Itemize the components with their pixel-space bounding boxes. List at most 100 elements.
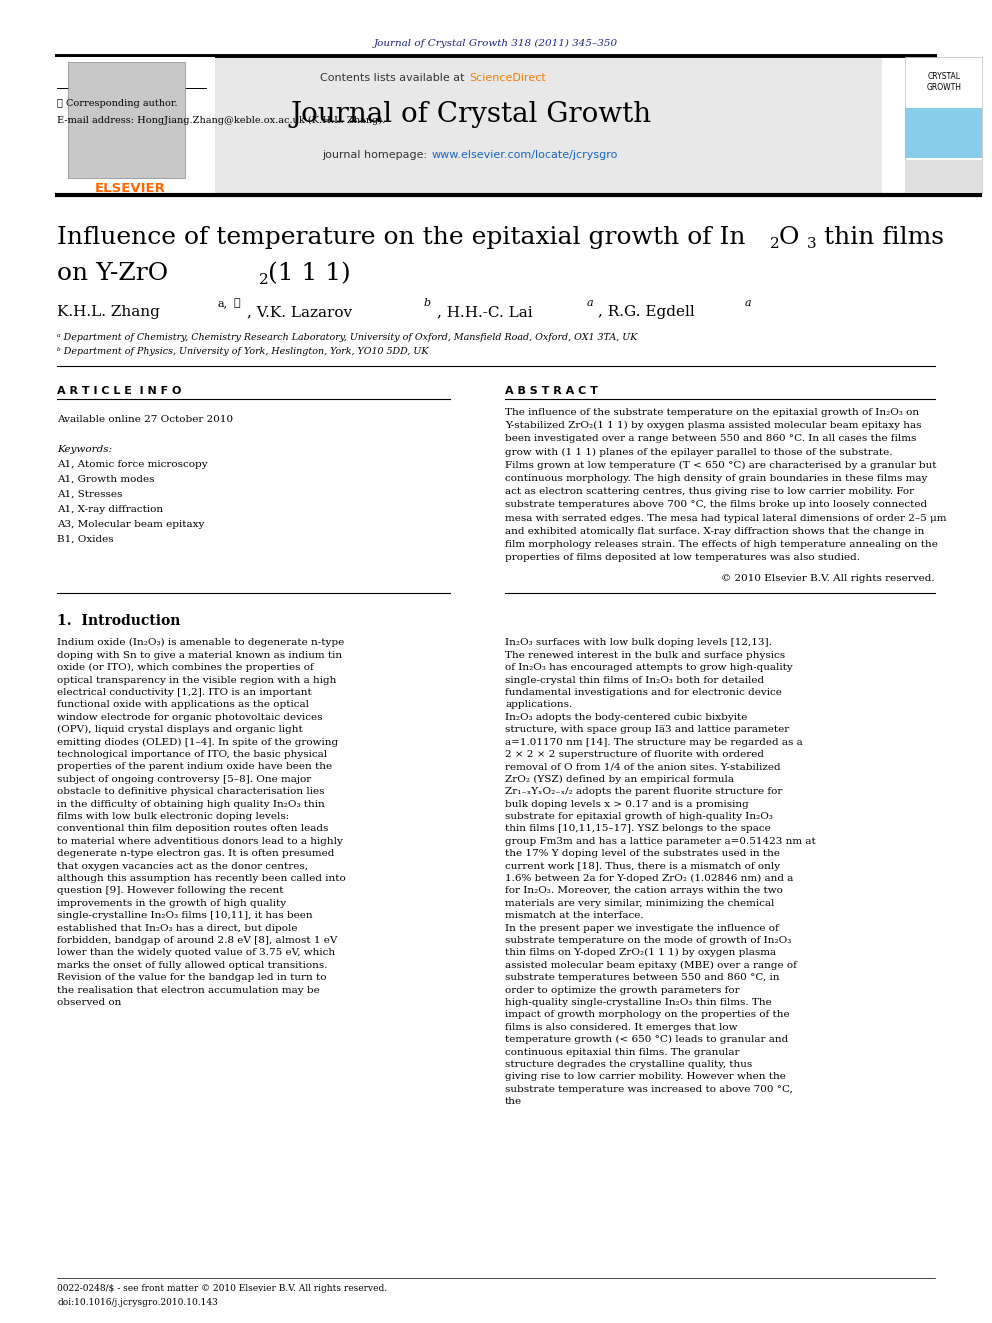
Text: ELSEVIER: ELSEVIER [94, 183, 166, 196]
Text: bulk doping levels x > 0.17 and is a promising: bulk doping levels x > 0.17 and is a pro… [505, 799, 749, 808]
Text: Journal of Crystal Growth 318 (2011) 345–350: Journal of Crystal Growth 318 (2011) 345… [374, 38, 618, 48]
Text: the: the [505, 1097, 522, 1106]
Text: 1.  Introduction: 1. Introduction [57, 614, 181, 628]
Text: substrate temperature was increased to above 700 °C,: substrate temperature was increased to a… [505, 1085, 793, 1094]
Text: (1 1 1): (1 1 1) [268, 262, 351, 284]
Text: Films grown at low temperature (T < 650 °C) are characterised by a granular but: Films grown at low temperature (T < 650 … [505, 460, 936, 470]
Text: B1, Oxides: B1, Oxides [57, 534, 114, 544]
Bar [905, 108, 982, 157]
Text: Journal of Crystal Growth: Journal of Crystal Growth [291, 102, 652, 128]
Text: window electrode for organic photovoltaic devices: window electrode for organic photovoltai… [57, 713, 322, 722]
Text: thin films: thin films [816, 226, 944, 249]
Text: Keywords:: Keywords: [57, 445, 112, 454]
Text: Y-stabilized ZrO₂(1 1 1) by oxygen plasma assisted molecular beam epitaxy has: Y-stabilized ZrO₂(1 1 1) by oxygen plasm… [505, 421, 922, 430]
Text: In₂O₃ adopts the body-centered cubic bixbyite: In₂O₃ adopts the body-centered cubic bix… [505, 713, 747, 722]
Text: lower than the widely quoted value of 3.75 eV, which: lower than the widely quoted value of 3.… [57, 949, 335, 958]
Bar [905, 57, 982, 193]
Text: A1, Atomic force microscopy: A1, Atomic force microscopy [57, 460, 207, 468]
Text: ScienceDirect: ScienceDirect [469, 73, 546, 83]
Text: The renewed interest in the bulk and surface physics: The renewed interest in the bulk and sur… [505, 651, 785, 660]
Text: degenerate n-type electron gas. It is often presumed: degenerate n-type electron gas. It is of… [57, 849, 334, 859]
Text: A1, Stresses: A1, Stresses [57, 490, 122, 499]
Text: film morphology releases strain. The effects of high temperature annealing on th: film morphology releases strain. The eff… [505, 540, 937, 549]
Text: optical transparency in the visible region with a high: optical transparency in the visible regi… [57, 676, 336, 684]
Text: of In₂O₃ has encouraged attempts to grow high-quality: of In₂O₃ has encouraged attempts to grow… [505, 663, 793, 672]
Text: O: O [779, 226, 800, 249]
Text: grow with (1 1 1) planes of the epilayer parallel to those of the substrate.: grow with (1 1 1) planes of the epilayer… [505, 447, 893, 456]
Text: structure degrades the crystalline quality, thus: structure degrades the crystalline quali… [505, 1060, 752, 1069]
Text: Contents lists available at: Contents lists available at [320, 73, 468, 83]
Text: A B S T R A C T: A B S T R A C T [505, 386, 598, 396]
Text: structure, with space group Ia̅3 and lattice parameter: structure, with space group Ia̅3 and lat… [505, 725, 790, 734]
Text: and exhibited atomically flat surface. X-ray diffraction shows that the change i: and exhibited atomically flat surface. X… [505, 527, 925, 536]
Text: fundamental investigations and for electronic device: fundamental investigations and for elect… [505, 688, 782, 697]
Text: ⋆: ⋆ [233, 298, 240, 308]
Text: journal homepage:: journal homepage: [322, 149, 431, 160]
Text: , R.G. Egdell: , R.G. Egdell [598, 306, 694, 319]
Text: established that In₂O₃ has a direct, but dipole: established that In₂O₃ has a direct, but… [57, 923, 298, 933]
Bar [55, 57, 215, 193]
Text: subject of ongoing controversy [5–8]. One major: subject of ongoing controversy [5–8]. On… [57, 775, 311, 783]
Text: ⋆ Corresponding author.: ⋆ Corresponding author. [57, 99, 178, 108]
Text: on Y-ZrO: on Y-ZrO [57, 262, 168, 284]
Text: technological importance of ITO, the basic physical: technological importance of ITO, the bas… [57, 750, 327, 759]
Text: conventional thin film deposition routes often leads: conventional thin film deposition routes… [57, 824, 328, 833]
Text: Indium oxide (In₂O₃) is amenable to degenerate n-type: Indium oxide (In₂O₃) is amenable to dege… [57, 638, 344, 647]
Text: to material where adventitious donors lead to a highly: to material where adventitious donors le… [57, 837, 343, 845]
Text: single-crystalline In₂O₃ films [10,11], it has been: single-crystalline In₂O₃ films [10,11], … [57, 912, 312, 921]
Text: current work [18]. Thus, there is a mismatch of only: current work [18]. Thus, there is a mism… [505, 861, 780, 871]
Text: order to optimize the growth parameters for: order to optimize the growth parameters … [505, 986, 740, 995]
Text: a,: a, [217, 298, 227, 308]
Text: marks the onset of fully allowed optical transitions.: marks the onset of fully allowed optical… [57, 960, 327, 970]
Text: , V.K. Lazarov: , V.K. Lazarov [247, 306, 352, 319]
Text: A R T I C L E  I N F O: A R T I C L E I N F O [57, 386, 182, 396]
Text: materials are very similar, minimizing the chemical: materials are very similar, minimizing t… [505, 898, 775, 908]
Text: applications.: applications. [505, 700, 572, 709]
Text: A1, Growth modes: A1, Growth modes [57, 475, 155, 484]
Text: © 2010 Elsevier B.V. All rights reserved.: © 2010 Elsevier B.V. All rights reserved… [721, 574, 935, 583]
Text: temperature growth (< 650 °C) leads to granular and: temperature growth (< 650 °C) leads to g… [505, 1035, 789, 1044]
Text: Influence of temperature on the epitaxial growth of In: Influence of temperature on the epitaxia… [57, 226, 746, 249]
Text: The influence of the substrate temperature on the epitaxial growth of In₂O₃ on: The influence of the substrate temperatu… [505, 407, 920, 417]
Text: continuous epitaxial thin films. The granular: continuous epitaxial thin films. The gra… [505, 1048, 739, 1057]
Text: a: a [745, 298, 752, 308]
Text: impact of growth morphology on the properties of the: impact of growth morphology on the prope… [505, 1011, 790, 1020]
Text: (OPV), liquid crystal displays and organic light: (OPV), liquid crystal displays and organ… [57, 725, 303, 734]
Text: 2 × 2 × 2 superstructure of fluorite with ordered: 2 × 2 × 2 superstructure of fluorite wit… [505, 750, 764, 759]
Text: obstacle to definitive physical characterisation lies: obstacle to definitive physical characte… [57, 787, 324, 796]
Bar [905, 160, 982, 193]
Text: high-quality single-crystalline In₂O₃ thin films. The: high-quality single-crystalline In₂O₃ th… [505, 998, 772, 1007]
Text: removal of O from 1/4 of the anion sites. Y-stabilized: removal of O from 1/4 of the anion sites… [505, 762, 781, 771]
Text: a=1.01170 nm [14]. The structure may be regarded as a: a=1.01170 nm [14]. The structure may be … [505, 738, 803, 746]
Text: although this assumption has recently been called into: although this assumption has recently be… [57, 875, 346, 882]
Text: ᵃ Department of Chemistry, Chemistry Research Laboratory, University of Oxford, : ᵃ Department of Chemistry, Chemistry Res… [57, 333, 638, 343]
Text: a: a [587, 298, 593, 308]
Text: substrate temperatures above 700 °C, the films broke up into loosely connected: substrate temperatures above 700 °C, the… [505, 500, 928, 509]
Text: group Fm3m and has a lattice parameter a=0.51423 nm at: group Fm3m and has a lattice parameter a… [505, 837, 815, 845]
Text: question [9]. However following the recent: question [9]. However following the rece… [57, 886, 284, 896]
Text: , H.H.-C. Lai: , H.H.-C. Lai [437, 306, 533, 319]
Bar [68, 62, 185, 179]
Text: Zr₁₋ₓYₓO₂₋ₓ/₂ adopts the parent fluorite structure for: Zr₁₋ₓYₓO₂₋ₓ/₂ adopts the parent fluorite… [505, 787, 783, 796]
Text: the 17% Y doping level of the substrates used in the: the 17% Y doping level of the substrates… [505, 849, 780, 859]
Text: films is also considered. It emerges that low: films is also considered. It emerges tha… [505, 1023, 737, 1032]
Text: www.elsevier.com/locate/jcrysgro: www.elsevier.com/locate/jcrysgro [432, 149, 618, 160]
Text: doping with Sn to give a material known as indium tin: doping with Sn to give a material known … [57, 651, 342, 660]
Text: been investigated over a range between 550 and 860 °C. In all cases the films: been investigated over a range between 5… [505, 434, 917, 443]
Text: continuous morphology. The high density of grain boundaries in these films may: continuous morphology. The high density … [505, 474, 928, 483]
Text: improvements in the growth of high quality: improvements in the growth of high quali… [57, 898, 286, 908]
Bar [55, 57, 882, 193]
Text: thin films [10,11,15–17]. YSZ belongs to the space: thin films [10,11,15–17]. YSZ belongs to… [505, 824, 771, 833]
Text: Revision of the value for the bandgap led in turn to: Revision of the value for the bandgap le… [57, 974, 326, 982]
Text: single-crystal thin films of In₂O₃ both for detailed: single-crystal thin films of In₂O₃ both … [505, 676, 764, 684]
Text: doi:10.1016/j.jcrysgro.2010.10.143: doi:10.1016/j.jcrysgro.2010.10.143 [57, 1298, 218, 1307]
Text: 2: 2 [770, 238, 780, 251]
Text: forbidden, bandgap of around 2.8 eV [8], almost 1 eV: forbidden, bandgap of around 2.8 eV [8],… [57, 935, 337, 945]
Text: A3, Molecular beam epitaxy: A3, Molecular beam epitaxy [57, 520, 204, 529]
Text: mismatch at the interface.: mismatch at the interface. [505, 912, 644, 921]
Text: 0022-0248/$ - see front matter © 2010 Elsevier B.V. All rights reserved.: 0022-0248/$ - see front matter © 2010 El… [57, 1285, 387, 1293]
Text: the realisation that electron accumulation may be: the realisation that electron accumulati… [57, 986, 319, 995]
Text: b: b [424, 298, 432, 308]
Text: functional oxide with applications as the optical: functional oxide with applications as th… [57, 700, 309, 709]
Text: Available online 27 October 2010: Available online 27 October 2010 [57, 415, 233, 423]
